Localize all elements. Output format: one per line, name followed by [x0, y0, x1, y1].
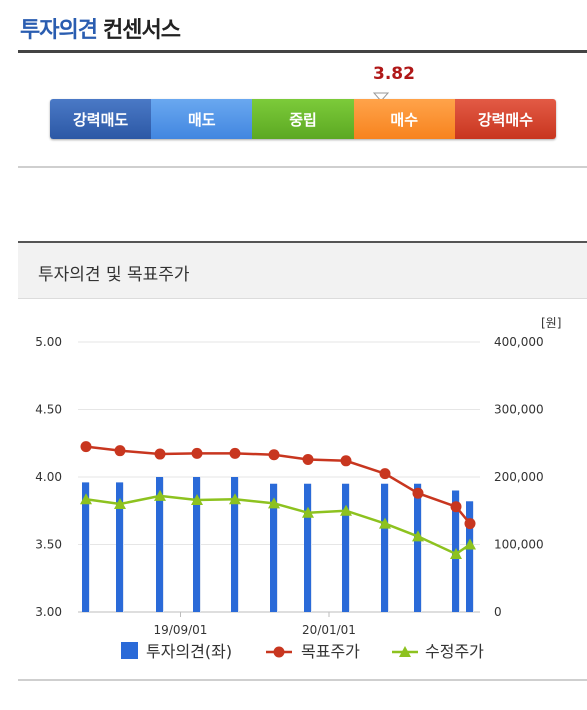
consensus-marker-icon [373, 92, 389, 102]
page-title: 투자의견 컨센서스 [20, 12, 181, 43]
adjusted-price-point [450, 547, 462, 559]
adjusted-price-point [464, 538, 476, 550]
opinion-bar [116, 482, 123, 612]
legend-label-opinion: 투자의견(좌) [146, 642, 232, 661]
adjusted-price-line [85, 494, 471, 556]
target-price-line [85, 445, 471, 525]
opinion-bar [466, 501, 473, 612]
scale-strong-buy: 강력매수 [454, 99, 556, 139]
page-title-sub: 컨센서스 [102, 18, 181, 43]
target-price-point [464, 518, 476, 530]
section-divider [18, 166, 587, 168]
scale-sell: 매도 [151, 99, 253, 139]
adjusted-price-point [114, 498, 126, 509]
adjusted-price-point [80, 493, 92, 505]
left-axis-tick-label: 3.50 [35, 538, 62, 552]
opinion-bar [381, 483, 388, 612]
right-axis-tick-label: 0 [494, 605, 502, 619]
target-price-point [268, 449, 280, 461]
opinion-bar [414, 483, 421, 612]
target-price-point [191, 447, 203, 459]
right-axis-tick-label: 200,000 [494, 470, 544, 484]
target-price-point [114, 445, 126, 457]
adjusted-price-point [340, 504, 352, 516]
opinion-bar [304, 483, 311, 612]
consensus-score: 3.82 [373, 64, 415, 84]
legend-target-marker [273, 646, 285, 658]
adjusted-price-point [154, 489, 166, 501]
x-tick-label: 19/09/01 [154, 623, 208, 637]
scale-strong-sell: 강력매도 [50, 99, 152, 139]
panel-header: 투자의견 및 목표주가 [18, 243, 587, 299]
panel-top-border [18, 241, 587, 243]
legend-label-adjusted: 수정주가 [425, 642, 484, 661]
bottom-divider [18, 679, 587, 681]
page-title-main: 투자의견 [20, 18, 98, 43]
adjusted-price-point [191, 493, 203, 505]
adjusted-price-point [268, 497, 280, 509]
opinion-scale: 강력매도 매도 중립 매수 강력매수 [50, 99, 556, 139]
left-axis-tick-label: 5.00 [35, 335, 62, 349]
right-axis-unit: [원] [541, 316, 561, 330]
target-price-point [450, 501, 462, 513]
opinion-bar [156, 477, 163, 612]
right-axis-tick-label: 400,000 [494, 335, 544, 349]
opinion-target-price-chart: 5.00 400,000 4.50 300,000 4.00 200,000 3.50 100… [35, 316, 561, 661]
left-axis-tick-label: 3.00 [35, 605, 62, 619]
title-divider [18, 50, 587, 53]
adjusted-price-point [412, 530, 424, 542]
right-axis-tick-label: 100,000 [494, 538, 544, 552]
target-price-point [80, 441, 92, 453]
legend-bar-swatch [121, 642, 138, 659]
opinion-bar [82, 482, 89, 612]
scale-buy: 매수 [353, 99, 455, 139]
legend-adjusted-marker [399, 646, 411, 657]
target-price-point [412, 487, 424, 499]
left-axis-tick-label: 4.50 [35, 403, 62, 417]
scale-hold: 중립 [252, 99, 354, 139]
right-axis-tick-label: 300,000 [494, 403, 544, 417]
target-price-point [340, 455, 352, 467]
opinion-bar [193, 477, 200, 612]
target-price-point [302, 453, 314, 465]
legend-label-target: 목표주가 [301, 642, 360, 661]
section-title: 투자의견 및 목표주가 [38, 265, 190, 285]
target-price-point [379, 468, 391, 480]
opinion-bar [342, 483, 349, 612]
opinion-bar [270, 483, 277, 612]
opinion-bar [231, 477, 238, 612]
target-price-point [229, 447, 241, 459]
adjusted-price-point [302, 506, 314, 518]
left-axis-tick-label: 4.00 [35, 470, 62, 484]
target-price-point [154, 448, 166, 460]
x-tick-label: 20/01/01 [302, 623, 356, 637]
adjusted-price-point [379, 517, 391, 529]
adjusted-price-point [229, 493, 241, 505]
